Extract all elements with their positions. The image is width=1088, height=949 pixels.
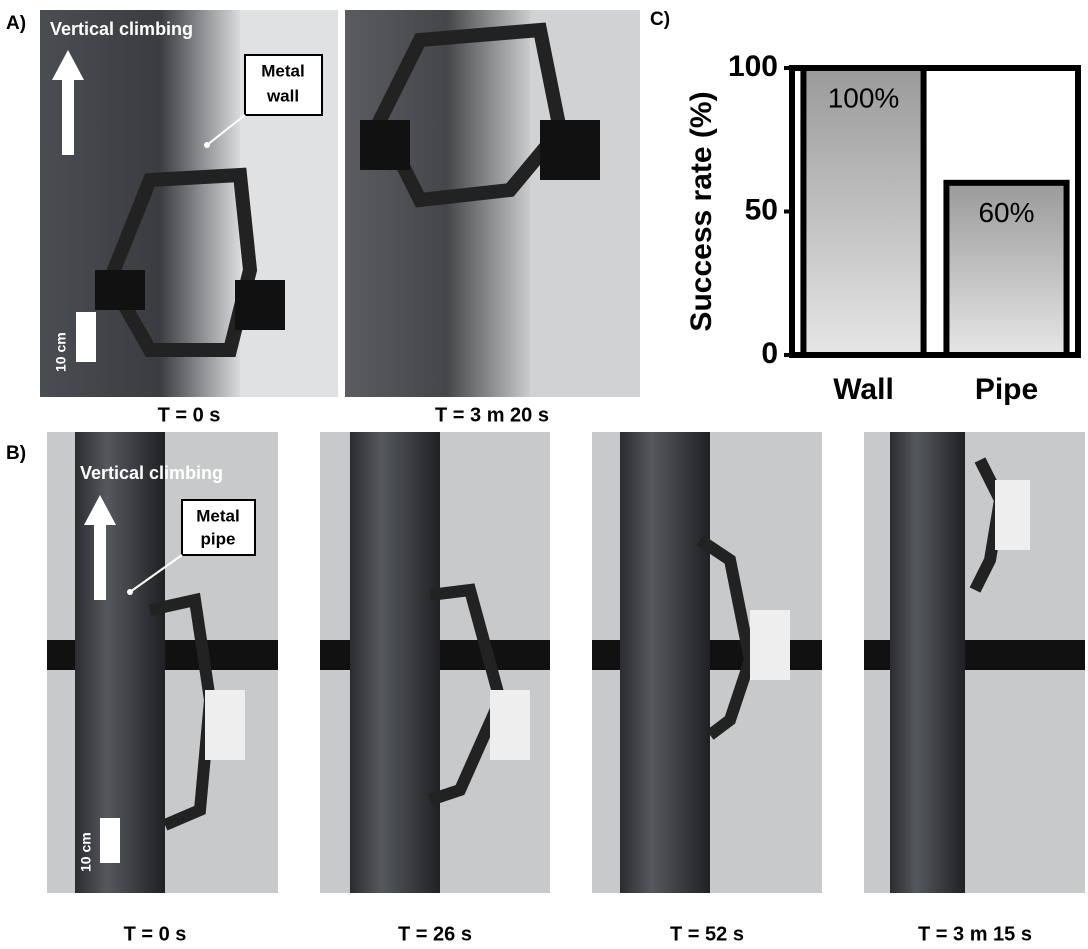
bar-chart: Success rate (%) 0 50 100 100% Wall 60% Pipe [685, 50, 1078, 406]
caption: T = 52 s [670, 923, 744, 945]
figure: A) B) C) Vertical climbing Metal wall 10… [0, 0, 1088, 949]
annotation: Vertical climbing [50, 19, 193, 39]
y-tick-label: 50 [745, 193, 778, 226]
x-tick-label: Pipe [975, 373, 1038, 406]
caption: T = 0 s [124, 923, 187, 945]
photo-a2 [345, 10, 640, 397]
caption: T = 3 m 15 s [918, 923, 1032, 945]
panel-label: B) [6, 443, 26, 464]
box-label: pipe [201, 529, 236, 548]
annotation: Vertical climbing [80, 463, 223, 483]
y-tick-label: 100 [728, 50, 778, 83]
y-tick-label: 0 [761, 337, 778, 370]
x-tick-label: Wall [833, 373, 894, 406]
caption: T = 3 m 20 s [435, 404, 549, 426]
caption: T = 0 s [158, 404, 221, 426]
photo-b [47, 432, 1085, 893]
scale-label: 10 cm [53, 332, 69, 372]
box-label: Metal [196, 506, 239, 525]
y-axis-label: Success rate (%) [685, 91, 718, 331]
scale-label: 10 cm [78, 832, 94, 872]
value-label: 100% [828, 82, 900, 113]
value-label: 60% [978, 197, 1034, 228]
caption: T = 26 s [398, 923, 472, 945]
panel-label: A) [6, 13, 26, 34]
panel-label: C) [650, 9, 670, 30]
box-label: Metal [261, 61, 304, 80]
box-label: wall [266, 86, 299, 105]
